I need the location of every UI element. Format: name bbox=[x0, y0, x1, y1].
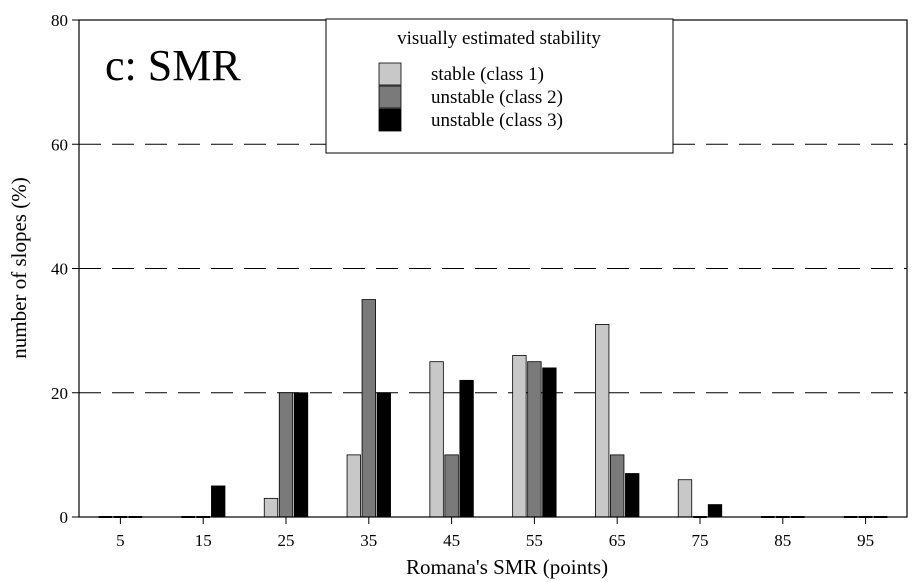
y-tick-label: 0 bbox=[60, 508, 69, 527]
legend-swatch bbox=[378, 62, 402, 86]
bar-unstable-class-3--25 bbox=[293, 392, 309, 518]
y-tick-label: 60 bbox=[51, 135, 68, 154]
legend-swatch bbox=[378, 108, 402, 132]
legend-items: stable (class 1)unstable (class 2)unstab… bbox=[378, 62, 563, 132]
bar-unstable-class-3--65 bbox=[625, 473, 640, 518]
legend: visually estimated stability stable (cla… bbox=[325, 18, 674, 154]
x-tick-label: 45 bbox=[443, 531, 460, 550]
bar-unstable-class-3--45 bbox=[459, 379, 474, 518]
x-tick-label: 95 bbox=[857, 531, 874, 550]
bar-unstable-class-2--65 bbox=[610, 454, 625, 518]
y-axis-ticks: 0 20 40 60 80 bbox=[51, 11, 79, 527]
x-tick-label: 35 bbox=[360, 531, 377, 550]
bar-unstable-class-2--35 bbox=[361, 299, 376, 518]
bar-stable-class-1--55 bbox=[512, 355, 527, 518]
legend-title: visually estimated stability bbox=[397, 28, 601, 49]
panel-label: c: SMR bbox=[105, 41, 241, 90]
legend-label: unstable (class 2) bbox=[431, 87, 563, 108]
bar-stable-class-1--65 bbox=[595, 324, 610, 518]
gridlines bbox=[79, 143, 907, 394]
bar-unstable-class-2--25 bbox=[278, 392, 294, 518]
bar-unstable-class-2--55 bbox=[527, 361, 542, 518]
bar-unstable-class-2--45 bbox=[444, 454, 459, 518]
x-tick-label: 85 bbox=[774, 531, 791, 550]
bar-stable-class-1--35 bbox=[346, 454, 361, 518]
bar-stable-class-1--75 bbox=[677, 479, 693, 518]
x-tick-label: 15 bbox=[195, 531, 212, 550]
y-tick-label: 40 bbox=[51, 260, 68, 279]
x-axis-ticks: 5 15 25 35 45 55 65 75 85 95 bbox=[116, 517, 874, 550]
bars bbox=[98, 299, 888, 518]
legend-label: stable (class 1) bbox=[431, 64, 544, 85]
y-axis-title: number of slopes (%) bbox=[7, 177, 31, 358]
bar-unstable-class-3--55 bbox=[542, 367, 557, 518]
x-tick-label: 65 bbox=[609, 531, 626, 550]
x-tick-label: 25 bbox=[278, 531, 295, 550]
x-tick-label: 75 bbox=[692, 531, 709, 550]
legend-label: unstable (class 3) bbox=[431, 110, 563, 131]
y-tick-label: 80 bbox=[51, 11, 68, 30]
bar-stable-class-1--25 bbox=[263, 497, 279, 518]
x-tick-label: 55 bbox=[526, 531, 543, 550]
x-tick-label: 5 bbox=[116, 531, 125, 550]
bar-unstable-class-3--75 bbox=[707, 504, 723, 518]
legend-swatch bbox=[378, 85, 402, 109]
y-tick-label: 20 bbox=[51, 384, 68, 403]
bar-unstable-class-3--15 bbox=[211, 485, 226, 518]
bar-stable-class-1--45 bbox=[429, 361, 444, 518]
x-axis-title: Romana's SMR (points) bbox=[406, 555, 608, 579]
bar-unstable-class-3--35 bbox=[376, 392, 391, 518]
